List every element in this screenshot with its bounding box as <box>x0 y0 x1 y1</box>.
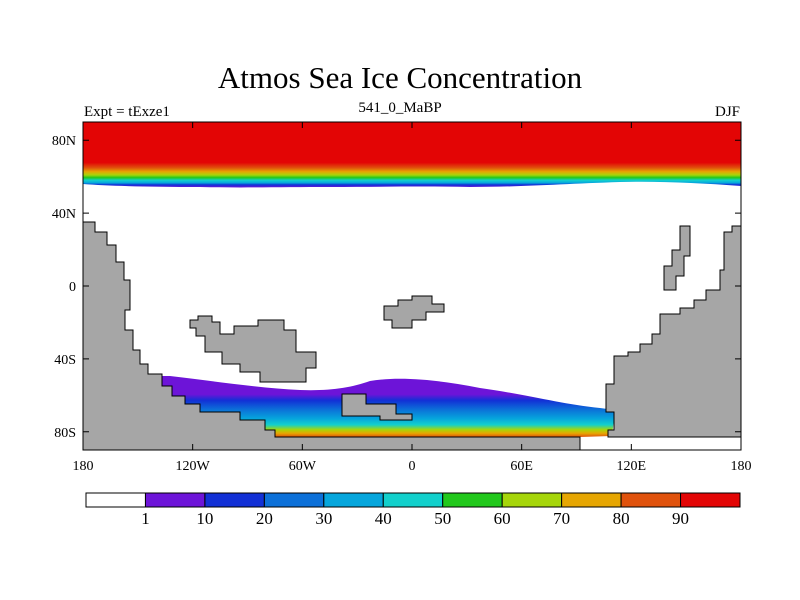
lon-tick-label: 120E <box>617 459 647 474</box>
axis-ticks: 180 120W 60W 0 60E 120E 180 80N 40N 0 40S 80S <box>52 122 752 474</box>
lon-tick-label: 60W <box>289 459 317 474</box>
land-mass-antarctic-patch <box>341 393 413 421</box>
lon-tick-label: 60E <box>510 459 533 474</box>
lat-tick-label: 40N <box>52 207 76 222</box>
land-mass-east <box>605 225 741 438</box>
colorbar-swatch <box>323 492 384 508</box>
colorbar-swatch <box>680 492 741 508</box>
colorbar: 1 10 20 30 40 50 60 70 80 90 <box>85 492 741 528</box>
lat-tick-label: 80S <box>54 426 76 441</box>
colorbar-swatch <box>144 492 206 508</box>
colorbar-label: 70 <box>553 509 570 528</box>
arctic-sea-ice <box>83 122 741 188</box>
lat-tick-label: 40S <box>54 353 76 368</box>
land-mass-island <box>383 295 445 329</box>
lon-tick-label: 0 <box>409 459 416 474</box>
lon-tick-label: 180 <box>73 459 94 474</box>
colorbar-label: 30 <box>315 509 332 528</box>
colorbar-label: 1 <box>141 509 150 528</box>
colorbar-swatch <box>85 492 146 508</box>
colorbar-swatch <box>382 492 444 508</box>
colorbar-label: 20 <box>256 509 273 528</box>
lat-tick-label: 0 <box>69 280 76 295</box>
lon-tick-label: 120W <box>176 459 211 474</box>
colorbar-label: 90 <box>672 509 689 528</box>
season-label: DJF <box>714 104 740 120</box>
colorbar-swatch <box>442 492 503 508</box>
lat-tick-label: 80N <box>52 134 76 149</box>
colorbar-swatch <box>204 492 265 508</box>
experiment-label: Expt = tExze1 <box>84 104 170 120</box>
land-mass-north-east <box>663 225 691 291</box>
colorbar-swatch <box>501 492 563 508</box>
lon-tick-label: 180 <box>731 459 752 474</box>
colorbar-label: 40 <box>375 509 392 528</box>
colorbar-swatch <box>561 492 622 508</box>
land-mass-west <box>83 221 581 450</box>
colorbar-label: 80 <box>613 509 630 528</box>
colorbar-swatch <box>620 492 682 508</box>
colorbar-label: 50 <box>434 509 451 528</box>
land-mass-africa <box>189 315 317 383</box>
period-label: 541_0_MaBP <box>358 100 442 116</box>
colorbar-swatch <box>263 492 325 508</box>
colorbar-label: 10 <box>196 509 213 528</box>
colorbar-label: 60 <box>494 509 511 528</box>
map-title: Atmos Sea Ice Concentration <box>217 60 583 95</box>
